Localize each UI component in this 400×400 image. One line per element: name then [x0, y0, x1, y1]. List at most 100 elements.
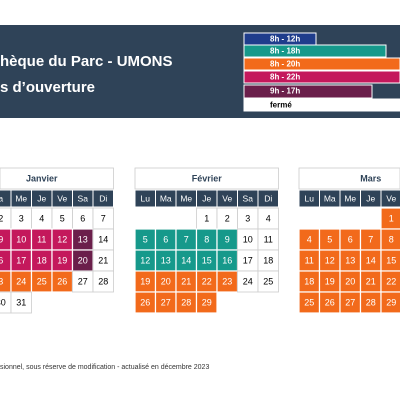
day-number: 20 — [161, 276, 171, 286]
day-number: 14 — [181, 255, 191, 265]
day-number: 6 — [80, 213, 85, 223]
day-number: 8 — [389, 234, 394, 244]
day-number: 10 — [16, 234, 26, 244]
header-title: hèque du Parc - UMONS — [0, 53, 173, 70]
day-number: 27 — [161, 297, 171, 307]
weekday-header: Je — [37, 193, 46, 203]
day-number: 12 — [325, 255, 335, 265]
weekday-header: Ve — [222, 193, 232, 203]
day-number: 22 — [202, 276, 212, 286]
day-number: 28 — [98, 276, 108, 286]
day-number: 26 — [140, 297, 150, 307]
weekday-header: Ma — [324, 193, 336, 203]
day-number: 15 — [202, 255, 212, 265]
legend-label: 9h - 17h — [270, 87, 300, 96]
day-number: 8 — [204, 234, 209, 244]
day-number: 3 — [0, 276, 3, 286]
day-number: 7 — [368, 234, 373, 244]
day-cell — [92, 270, 114, 293]
legend-label: 8h - 22h — [270, 73, 300, 82]
day-number: 18 — [263, 255, 273, 265]
day-number: 20 — [345, 276, 355, 286]
day-number: 26 — [325, 297, 335, 307]
day-number: 16 — [222, 255, 232, 265]
day-number: 9 — [0, 234, 3, 244]
weekday-header: Me — [15, 193, 27, 203]
weekday-header: Di — [264, 193, 272, 203]
day-number: 13 — [78, 234, 88, 244]
weekday-header: Lu — [305, 193, 315, 203]
day-number: 5 — [143, 234, 148, 244]
weekday-header: Sa — [243, 193, 254, 203]
weekday-header: Ve — [57, 193, 67, 203]
day-number: 30 — [0, 297, 6, 307]
legend-swatch — [243, 44, 387, 58]
legend-swatch — [243, 98, 400, 112]
day-number: 27 — [345, 297, 355, 307]
header-subtitle: s d’ouverture — [0, 79, 95, 96]
day-number: 23 — [222, 276, 232, 286]
day-number: 4 — [266, 213, 271, 223]
day-number: 13 — [161, 255, 171, 265]
day-number: 19 — [140, 276, 150, 286]
weekday-header: a — [0, 193, 3, 203]
month-title: Mars — [360, 173, 381, 183]
footer-note: sionnel, sous réserve de modification - … — [0, 364, 209, 371]
day-number: 17 — [243, 255, 253, 265]
day-number: 17 — [16, 255, 26, 265]
day-number: 11 — [37, 234, 46, 244]
weekday-header-cell — [257, 189, 279, 208]
legend-label: 8h - 18h — [270, 47, 300, 56]
weekday-header-cell — [380, 189, 400, 208]
weekday-header: Ma — [160, 193, 172, 203]
legend-label: 8h - 20h — [270, 60, 300, 69]
month-title: Janvier — [26, 173, 58, 183]
month-title: Février — [192, 173, 223, 183]
day-number: 1 — [204, 213, 209, 223]
day-number: 3 — [245, 213, 250, 223]
day-number: 6 — [348, 234, 353, 244]
day-number: 2 — [225, 213, 230, 223]
day-number: 13 — [345, 255, 355, 265]
legend-swatch — [243, 57, 400, 71]
day-number: 7 — [101, 213, 106, 223]
day-number: 27 — [78, 276, 88, 286]
day-number: 11 — [264, 234, 273, 244]
day-number: 28 — [366, 297, 376, 307]
weekday-header: Sa — [78, 193, 89, 203]
day-cell — [195, 291, 218, 314]
weekday-header: Me — [344, 193, 356, 203]
weekday-header: Je — [366, 193, 375, 203]
month-title-box — [134, 167, 279, 190]
weekday-header: Me — [180, 193, 192, 203]
day-number: 29 — [202, 297, 212, 307]
day-number: 29 — [386, 297, 396, 307]
day-number: 26 — [57, 276, 67, 286]
day-number: 18 — [37, 255, 47, 265]
day-number: 10 — [243, 234, 253, 244]
day-number: 5 — [327, 234, 332, 244]
day-cell — [380, 291, 400, 314]
weekday-header: Di — [99, 193, 107, 203]
day-number: 19 — [57, 255, 67, 265]
day-number: 15 — [386, 255, 396, 265]
legend-swatch — [243, 70, 400, 84]
weekday-header: Je — [202, 193, 211, 203]
month-title-box — [0, 167, 114, 190]
day-number: 14 — [98, 234, 108, 244]
day-number: 1 — [389, 213, 394, 223]
weekday-header: Ve — [386, 193, 396, 203]
weekday-header: Lu — [141, 193, 151, 203]
legend-label: fermé — [270, 101, 292, 110]
day-number: 22 — [386, 276, 396, 286]
day-number: 31 — [16, 297, 26, 307]
day-number: 6 — [163, 234, 168, 244]
day-number: 3 — [19, 213, 24, 223]
day-number: 21 — [181, 276, 191, 286]
day-number: 7 — [184, 234, 189, 244]
day-number: 21 — [98, 255, 108, 265]
day-cell — [257, 270, 279, 293]
day-number: 4 — [307, 234, 312, 244]
day-cell — [10, 291, 32, 314]
